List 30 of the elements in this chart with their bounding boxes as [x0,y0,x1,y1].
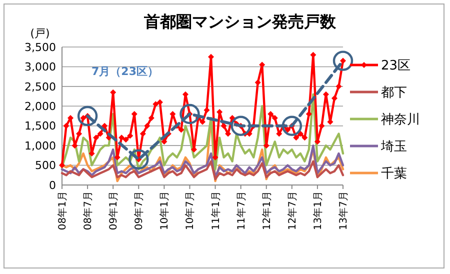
y-tick-label: 500 [35,159,56,172]
y-tick-label: 1,000 [24,139,56,152]
x-tick-label: 12年7月 [286,191,298,230]
y-tick-label: 3,000 [24,60,56,74]
x-tick-label: 08年1月 [56,191,68,230]
y-tick-label: 1,500 [24,120,56,133]
y-tick-label: 0 [49,178,56,192]
x-tick-label: 09年1月 [108,191,120,230]
x-tick-label: 08年7月 [82,191,94,230]
x-tick-label: 12年1月 [260,191,273,230]
legend-label: 千葉 [381,166,407,182]
line-series [60,144,344,178]
y-tick-label: 3,500 [24,40,56,54]
chart-title: 首都圏マンション発売戸数 [143,12,337,31]
legend-label: 都下 [381,86,407,101]
annotation: 7月（23区） [92,65,158,78]
legend-label: 23区 [381,58,411,74]
y-tick-label: 2,500 [24,80,56,94]
x-tick-label: 11年7月 [235,191,248,230]
legend-label: 埼玉 [380,140,407,155]
x-tick-label: 11年1月 [210,191,222,230]
line-series [60,93,344,170]
x-tick-label: 13年1月 [312,191,324,230]
x-tick-label: 09年7月 [133,191,146,230]
y-axis-title: (戸) [30,27,50,40]
y-tick-label: 2,000 [24,100,56,113]
x-tick-label: 13年7月 [338,191,350,230]
x-tick-label: 10年7月 [184,191,196,230]
legend-label: 神奈川 [381,112,420,128]
x-tick-label: 10年1月 [158,191,171,230]
